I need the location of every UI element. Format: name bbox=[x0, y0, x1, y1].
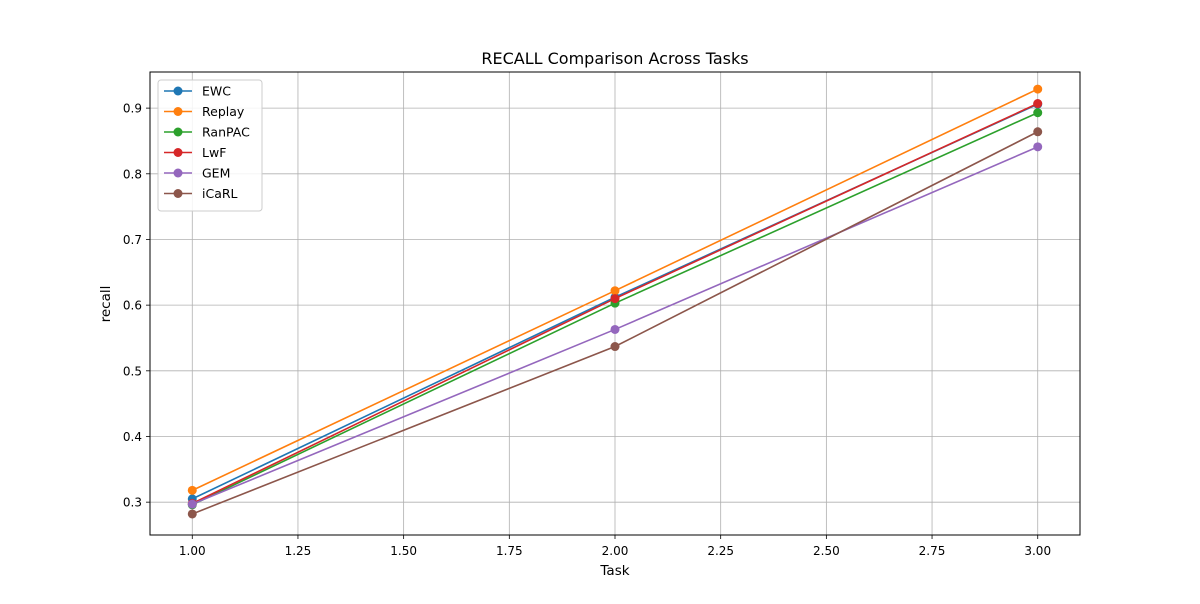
legend-label: Replay bbox=[202, 104, 245, 119]
data-point-replay bbox=[187, 485, 197, 495]
legend-item-icarl: iCaRL bbox=[164, 186, 238, 201]
legend-label: LwF bbox=[202, 145, 226, 160]
y-tick-label: 0.3 bbox=[123, 496, 142, 510]
series-replay bbox=[187, 84, 1043, 495]
legend-item-ranpac: RanPAC bbox=[164, 125, 250, 140]
series-icarl bbox=[187, 127, 1043, 519]
x-tick-label: 2.75 bbox=[919, 544, 946, 558]
legend-label: iCaRL bbox=[202, 186, 238, 201]
data-point-lwf bbox=[610, 294, 620, 304]
legend-item-ewc: EWC bbox=[164, 84, 231, 99]
legend-swatch-marker bbox=[173, 127, 183, 137]
data-point-replay bbox=[610, 286, 620, 296]
x-tick-label: 2.25 bbox=[707, 544, 734, 558]
legend-label: RanPAC bbox=[202, 125, 250, 140]
x-tick-label: 2.50 bbox=[813, 544, 840, 558]
data-point-gem bbox=[187, 499, 197, 509]
data-point-icarl bbox=[1033, 127, 1043, 137]
legend-label: GEM bbox=[202, 166, 230, 181]
data-point-icarl bbox=[187, 509, 197, 519]
legend-swatch-marker bbox=[173, 107, 183, 116]
legend-item-replay: Replay bbox=[164, 104, 245, 119]
legend-box bbox=[157, 79, 263, 212]
data-point-gem bbox=[1033, 142, 1043, 152]
x-tick-label: 1.50 bbox=[390, 544, 417, 558]
y-tick-label: 0.8 bbox=[123, 167, 142, 181]
legend-label: EWC bbox=[202, 84, 231, 99]
y-axis-label: recall bbox=[98, 286, 114, 323]
y-tick-label: 0.9 bbox=[123, 102, 142, 116]
data-point-replay bbox=[1033, 84, 1043, 94]
series-gem bbox=[187, 142, 1043, 509]
ticks: 1.00 1.25 1.50 1.75 2.00 2.25 2.50 2.75 3.00 0.3 0… bbox=[123, 102, 1051, 558]
legend-swatch-marker bbox=[173, 189, 183, 198]
x-tick-label: 1.25 bbox=[285, 544, 312, 558]
legend: EWC Replay RanPAC LwF GEM iCaRL bbox=[157, 79, 263, 212]
x-tick-label: 1.00 bbox=[179, 544, 206, 558]
x-axis-label: Task bbox=[599, 563, 629, 579]
x-tick-label: 2.00 bbox=[602, 544, 629, 558]
legend-swatch-marker bbox=[173, 168, 183, 178]
y-tick-label: 0.7 bbox=[123, 233, 142, 247]
legend-item-lwf: LwF bbox=[164, 145, 226, 160]
data-point-icarl bbox=[610, 342, 620, 352]
series-layer bbox=[187, 84, 1043, 519]
legend-item-gem: GEM bbox=[164, 166, 230, 181]
y-tick-label: 0.5 bbox=[123, 364, 142, 378]
x-tick-label: 3.00 bbox=[1024, 544, 1051, 558]
y-tick-label: 0.4 bbox=[123, 430, 142, 444]
data-point-ranpac bbox=[1033, 108, 1043, 118]
legend-swatch-marker bbox=[173, 86, 183, 96]
y-tick-label: 0.6 bbox=[123, 299, 142, 313]
chart-title: RECALL Comparison Across Tasks bbox=[481, 49, 748, 68]
data-point-gem bbox=[610, 324, 620, 334]
data-point-lwf bbox=[1033, 99, 1043, 109]
legend-swatch-marker bbox=[173, 148, 183, 157]
x-tick-label: 1.75 bbox=[496, 544, 523, 558]
